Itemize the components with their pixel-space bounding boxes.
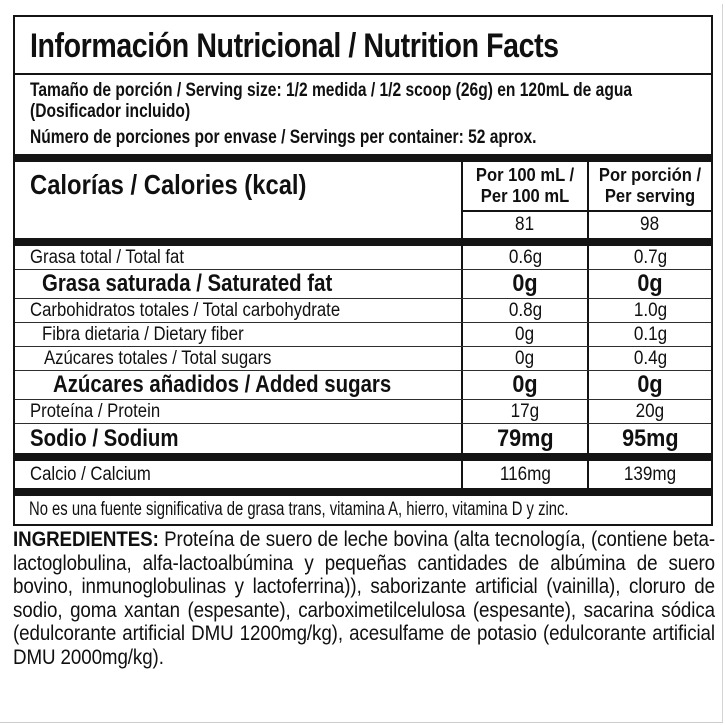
footnote: No es una fuente significativa de grasa …: [29, 499, 569, 520]
calories-value-per-100ml: 81: [461, 212, 587, 238]
nutrient-name: Proteína / Protein: [30, 400, 161, 422]
value-per-serving: 139mg: [587, 461, 711, 488]
value-text: 0g: [637, 371, 663, 398]
value-text: 98: [640, 214, 660, 235]
value-per-serving: 0g: [587, 371, 711, 399]
nutrient-name: Fibra dietaria / Dietary fiber: [42, 323, 244, 345]
ingredients-paragraph: INGREDIENTES: Proteína de suero de leche…: [13, 528, 715, 670]
serving-size-note: (Dosificador incluido): [30, 101, 191, 122]
label-header: Información Nutricional / Nutrition Fact…: [15, 17, 711, 75]
calories-section: Calorías / Calories (kcal) Por 100 mL / …: [15, 162, 711, 246]
value-per-100ml: 17g: [461, 400, 587, 423]
nutrient-row-calcium: Calcio / Calcium 116mg 139mg: [15, 461, 711, 488]
nutrient-row-total-fat: Grasa total / Total fat 0.6g 0.7g: [15, 246, 711, 269]
value-per-100ml: 79mg: [461, 424, 587, 453]
serving-size-text: Tamaño de porción / Serving size: 1/2 me…: [30, 80, 633, 101]
value-per-100ml: 0g: [461, 323, 587, 346]
value-text: 79mg: [496, 424, 554, 452]
value-text: 0.1g: [633, 323, 667, 345]
nutrient-row-added-sugars: Azúcares añadidos / Added sugars 0g 0g: [15, 370, 711, 399]
card-edge-bottom: [0, 722, 723, 723]
value-per-100ml: 116mg: [461, 461, 587, 488]
column-header-per-serving: Por porción / Per serving: [587, 162, 711, 212]
value-text: 0g: [512, 371, 538, 398]
value-text: 17g: [510, 400, 540, 422]
value-per-serving: 0.4g: [587, 347, 711, 370]
thick-divider: [15, 453, 711, 461]
ingredients-heading: INGREDIENTES:: [13, 528, 159, 551]
thick-divider: [15, 488, 711, 496]
value-per-100ml: 0g: [461, 371, 587, 399]
label-title: Información Nutricional / Nutrition Fact…: [30, 27, 559, 65]
value-per-100ml: 0.8g: [461, 299, 587, 322]
nutrient-name: Carbohidratos totales / Total carbohydra…: [30, 299, 341, 321]
calories-value-per-serving: 98: [587, 212, 711, 238]
nutrient-name: Sodio / Sodium: [30, 424, 179, 452]
value-per-100ml: 0g: [461, 347, 587, 370]
nutrient-name: Grasa total / Total fat: [30, 246, 184, 268]
ingredients-section: INGREDIENTES: Proteína de suero de leche…: [13, 528, 715, 670]
nutrition-label: Información Nutricional / Nutrition Fact…: [13, 15, 713, 526]
nutrient-name: Azúcares añadidos / Added sugars: [53, 371, 392, 398]
nutrient-row-total-carbohydrate: Carbohidratos totales / Total carbohydra…: [15, 298, 711, 322]
value-per-serving: 0.7g: [587, 246, 711, 269]
ingredients-text: Proteína de suero de leche bovina (alta …: [13, 528, 715, 669]
value-text: 95mg: [621, 424, 679, 452]
value-per-serving: 0.1g: [587, 323, 711, 346]
footnote-row: No es una fuente significativa de grasa …: [15, 496, 711, 524]
value-per-100ml: 0.6g: [461, 246, 587, 269]
value-per-serving: 20g: [587, 400, 711, 423]
value-text: 1.0g: [633, 299, 667, 321]
servings-per-container-text: Número de porciones por envase / Serving…: [30, 127, 537, 148]
value-per-serving: 0g: [587, 270, 711, 298]
calories-label: Calorías / Calories (kcal): [30, 169, 307, 200]
nutrient-name: Azúcares totales / Total sugars: [44, 347, 272, 369]
column-header-line: Por 100 mL /: [475, 165, 575, 185]
card-edge-right: [722, 4, 723, 723]
value-text: 0g: [515, 323, 535, 345]
nutrient-row-total-sugars: Azúcares totales / Total sugars 0g 0.4g: [15, 346, 711, 370]
value-per-100ml: 0g: [461, 270, 587, 298]
calories-label-cell: Calorías / Calories (kcal): [15, 162, 461, 238]
value-text: 81: [515, 214, 535, 235]
value-text: 0g: [637, 270, 663, 297]
value-text: 116mg: [499, 463, 551, 485]
value-text: 0.7g: [633, 246, 667, 268]
value-per-serving: 95mg: [587, 424, 711, 453]
nutrient-rows: Grasa total / Total fat 0.6g 0.7g Grasa …: [15, 246, 711, 453]
value-text: 0.8g: [508, 299, 542, 321]
nutrient-row-protein: Proteína / Protein 17g 20g: [15, 399, 711, 423]
value-text: 0.6g: [508, 246, 542, 268]
column-header-line: Per serving: [604, 186, 696, 206]
value-text: 0.4g: [633, 347, 667, 369]
value-text: 139mg: [623, 463, 677, 485]
column-header-line: Per 100 mL: [480, 186, 570, 206]
serving-section: Tamaño de porción / Serving size: 1/2 me…: [15, 75, 711, 162]
column-header-per-100ml: Por 100 mL / Per 100 mL: [461, 162, 587, 212]
value-text: 20g: [635, 400, 665, 422]
value-text: 0g: [515, 347, 535, 369]
nutrient-name: Calcio / Calcium: [30, 463, 151, 485]
value-per-serving: 1.0g: [587, 299, 711, 322]
column-header-line: Por porción /: [598, 165, 702, 185]
nutrient-row-sodium: Sodio / Sodium 79mg 95mg: [15, 423, 711, 453]
nutrient-name: Grasa saturada / Saturated fat: [42, 270, 333, 297]
nutrient-row-dietary-fiber: Fibra dietaria / Dietary fiber 0g 0.1g: [15, 322, 711, 346]
value-text: 0g: [512, 270, 538, 297]
nutrient-row-saturated-fat: Grasa saturada / Saturated fat 0g 0g: [15, 269, 711, 298]
